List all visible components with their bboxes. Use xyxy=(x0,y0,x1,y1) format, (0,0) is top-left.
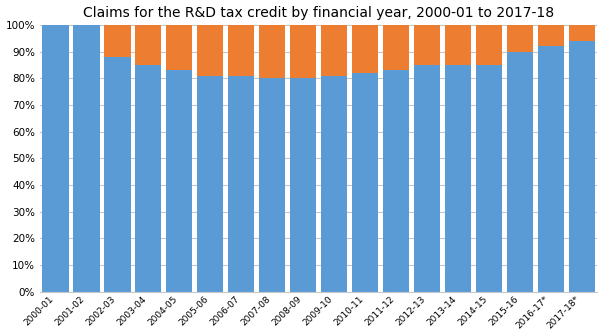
Bar xyxy=(259,78,285,292)
Bar xyxy=(290,25,317,78)
Bar xyxy=(476,25,502,65)
Bar xyxy=(104,25,130,57)
Bar xyxy=(383,25,409,70)
Bar xyxy=(104,57,130,292)
Bar xyxy=(569,41,595,292)
Bar xyxy=(569,25,595,41)
Bar xyxy=(414,65,440,292)
Bar xyxy=(259,25,285,78)
Bar xyxy=(383,70,409,292)
Bar xyxy=(445,25,471,65)
Bar xyxy=(352,73,378,292)
Bar xyxy=(228,76,254,292)
Bar xyxy=(507,25,533,51)
Bar xyxy=(321,25,347,76)
Bar xyxy=(445,65,471,292)
Title: Claims for the R&D tax credit by financial year, 2000-01 to 2017-18: Claims for the R&D tax credit by financi… xyxy=(83,6,554,19)
Bar xyxy=(414,25,440,65)
Bar xyxy=(321,76,347,292)
Bar xyxy=(228,25,254,76)
Bar xyxy=(73,25,99,292)
Bar xyxy=(538,46,564,292)
Bar xyxy=(166,25,192,70)
Bar xyxy=(166,70,192,292)
Bar xyxy=(476,65,502,292)
Bar xyxy=(135,65,162,292)
Bar xyxy=(352,25,378,73)
Bar xyxy=(507,51,533,292)
Bar xyxy=(290,78,317,292)
Bar xyxy=(135,25,162,65)
Bar xyxy=(197,76,224,292)
Bar xyxy=(42,25,69,292)
Bar xyxy=(197,25,224,76)
Bar xyxy=(538,25,564,46)
